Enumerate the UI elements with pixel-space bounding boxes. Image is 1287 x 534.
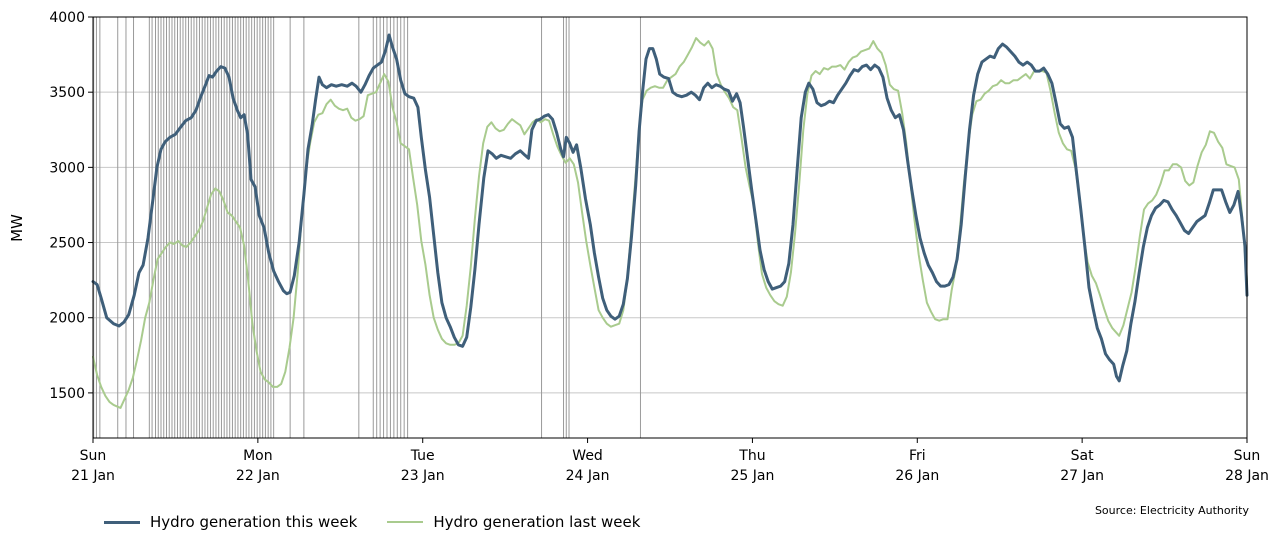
y-axis: 1500 2000 2500 3000 3500 4000 bbox=[49, 10, 93, 402]
legend-swatch-last-week bbox=[387, 521, 424, 523]
x-tick-date-label: 26 Jan bbox=[895, 468, 939, 484]
y-axis-title: MW bbox=[8, 214, 26, 242]
x-tick-date-label: 25 Jan bbox=[730, 468, 774, 484]
legend-swatch-this-week bbox=[104, 520, 140, 524]
x-tick-date-label: 28 Jan bbox=[1225, 468, 1269, 484]
y-tick-label: 2000 bbox=[49, 311, 85, 327]
series-lines bbox=[91, 33, 1249, 409]
x-tick-date-label: 24 Jan bbox=[566, 468, 610, 484]
x-tick-day-label: Sun bbox=[1234, 448, 1261, 464]
x-tick-day-label: Wed bbox=[572, 448, 603, 464]
x-axis: Sun 21 Jan Mon 22 Jan Tue 23 Jan Wed 24 Jan Thu 2… bbox=[71, 438, 1269, 484]
y-tick-label: 3000 bbox=[49, 160, 85, 176]
y-tick-label: 1500 bbox=[49, 386, 85, 402]
gridlines bbox=[93, 16, 1247, 394]
x-tick-day-label: Sat bbox=[1071, 448, 1094, 464]
x-tick-date-label: 23 Jan bbox=[401, 468, 445, 484]
legend-item-last-week: Hydro generation last week bbox=[387, 513, 640, 531]
x-tick-day-label: Tue bbox=[410, 448, 435, 464]
y-tick-label: 2500 bbox=[49, 236, 85, 252]
legend: Hydro generation this week Hydro generat… bbox=[104, 513, 640, 531]
series-line-this-week bbox=[91, 33, 1249, 383]
y-tick-label: 3500 bbox=[49, 85, 85, 101]
legend-label-last-week: Hydro generation last week bbox=[433, 513, 641, 531]
x-tick-day-label: Fri bbox=[909, 448, 926, 464]
series-line-last-week bbox=[92, 37, 1248, 409]
source-note: Source: Electricity Authority bbox=[1094, 504, 1249, 517]
x-tick-date-label: 27 Jan bbox=[1060, 468, 1104, 484]
x-tick-day-label: Thu bbox=[738, 448, 765, 464]
x-tick-date-label: 21 Jan bbox=[71, 468, 115, 484]
legend-label-this-week: Hydro generation this week bbox=[150, 513, 358, 531]
x-tick-day-label: Mon bbox=[243, 448, 273, 464]
legend-item-this-week: Hydro generation this week bbox=[104, 513, 357, 531]
x-tick-date-label: 22 Jan bbox=[236, 468, 280, 484]
plot-frame bbox=[92, 16, 1248, 439]
y-tick-label: 4000 bbox=[49, 10, 85, 26]
x-tick-day-label: Sun bbox=[80, 448, 107, 464]
